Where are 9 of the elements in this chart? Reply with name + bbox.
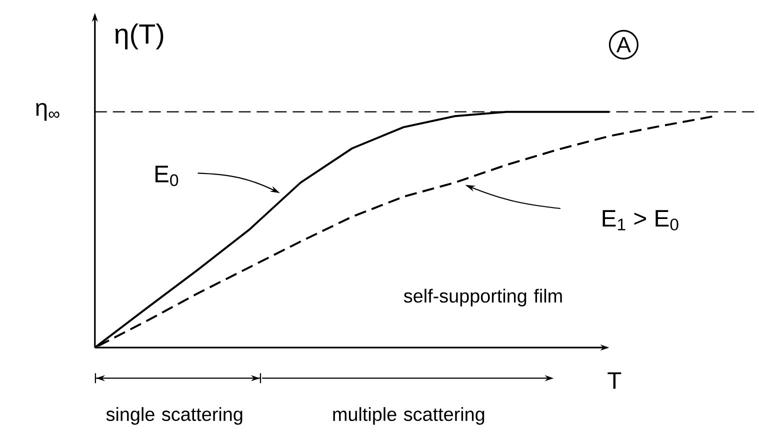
ref-line-label: η$_{∞}$ [36,102,60,121]
legend-label: E$_{0}$ [155,166,178,186]
x-axis-title: T [608,372,622,389]
text: single scattering [106,406,242,425]
text: E$_{1}$ > E$_{0}$ [602,210,678,230]
text: multiple scattering [333,406,484,425]
annotation: self-supporting film [404,288,562,306]
text: A [616,36,631,52]
y-axis-title: η(T) [115,23,164,50]
